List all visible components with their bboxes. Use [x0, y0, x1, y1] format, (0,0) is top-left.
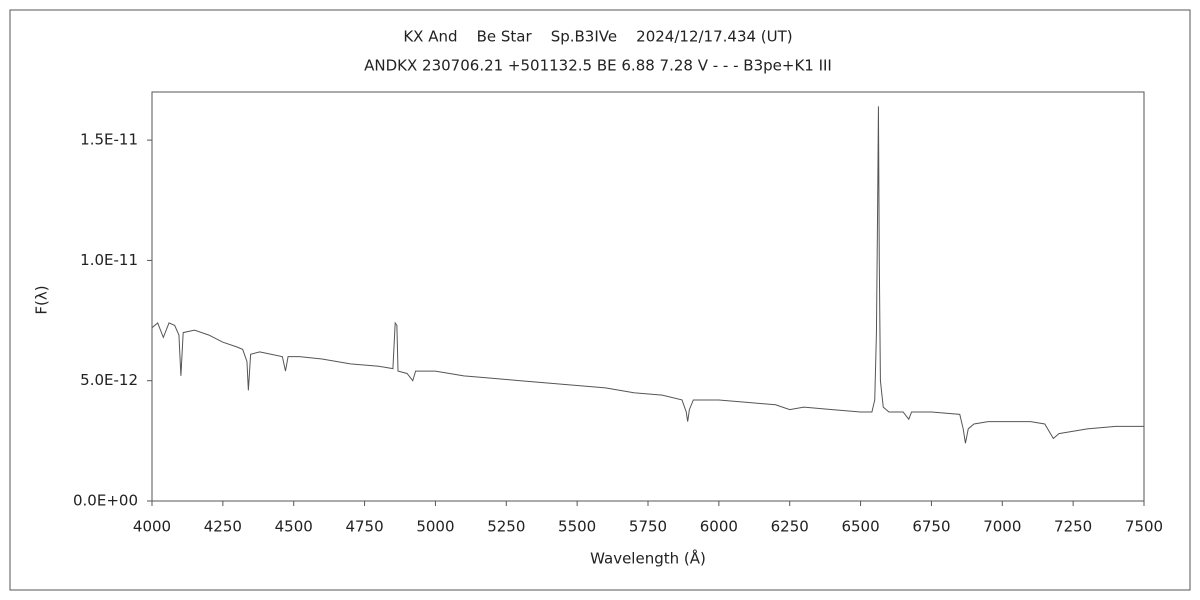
spectrum-line [151, 106, 1144, 444]
x-tick-label: 5250 [487, 518, 525, 536]
x-tick-label: 4500 [275, 518, 313, 536]
y-tick-label: 0.0E+00 [73, 492, 138, 510]
chart-subtitle: ANDKX 230706.21 +501132.5 BE 6.88 7.28 V… [364, 57, 832, 75]
x-tick-label: 4750 [345, 518, 383, 536]
x-tick-label: 6500 [841, 518, 879, 536]
x-tick-label: 4000 [133, 518, 171, 536]
x-tick-label: 6250 [771, 518, 809, 536]
chart-border [9, 9, 1191, 591]
x-tick-label: 7000 [983, 518, 1021, 536]
y-axis-label: F(λ) [33, 285, 51, 314]
x-tick-label: 5750 [629, 518, 667, 536]
x-axis-label: Wavelength (Å) [590, 549, 706, 568]
x-tick-label: 7500 [1125, 518, 1163, 536]
x-tick-label: 7250 [1054, 518, 1092, 536]
x-tick-label: 6000 [700, 518, 738, 536]
x-tick-label: 5500 [558, 518, 596, 536]
chart-title: KX And Be Star Sp.B3IVe 2024/12/17.434 (… [403, 28, 792, 46]
y-tick-label: 1.0E-11 [80, 251, 138, 269]
y-tick-label: 5.0E-12 [80, 371, 138, 389]
y-tick-label: 1.5E-11 [80, 131, 138, 149]
x-tick-label: 4250 [204, 518, 242, 536]
x-tick-label: 5000 [416, 518, 454, 536]
x-tick-label: 6750 [912, 518, 950, 536]
